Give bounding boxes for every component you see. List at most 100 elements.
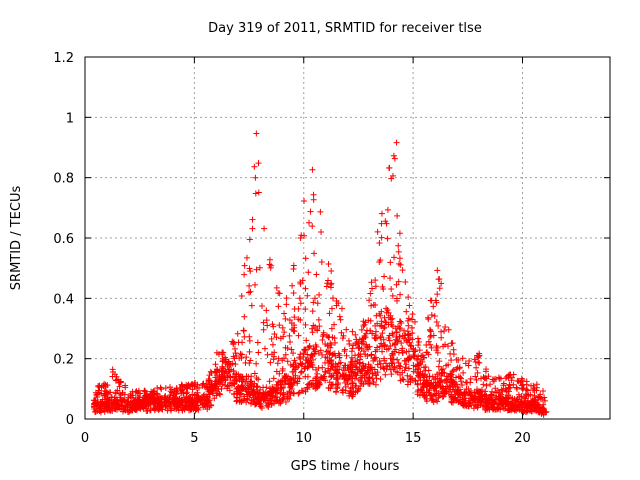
data-point [395, 242, 402, 249]
data-point [366, 343, 373, 350]
data-point [297, 369, 304, 376]
data-point [294, 380, 301, 387]
data-point [167, 388, 174, 395]
data-point [309, 223, 316, 230]
data-point [231, 370, 238, 377]
data-point [248, 386, 255, 393]
data-point [290, 350, 297, 357]
data-point [436, 358, 443, 365]
data-point [249, 225, 256, 232]
data-point [442, 323, 449, 330]
data-point [256, 389, 263, 396]
data-point [141, 387, 148, 394]
data-point [419, 381, 426, 388]
data-point [306, 380, 313, 387]
data-point [304, 351, 311, 358]
data-point [539, 405, 546, 412]
data-point [316, 323, 323, 330]
data-point [260, 319, 267, 326]
data-point [449, 368, 456, 375]
data-point [379, 348, 386, 355]
data-point [362, 351, 369, 358]
data-point [543, 408, 550, 415]
data-point [325, 277, 332, 284]
data-point [450, 351, 457, 358]
y-tick-label: 0.6 [53, 232, 74, 247]
data-point [436, 285, 443, 292]
data-point [342, 383, 349, 390]
data-point [167, 404, 174, 411]
data-point [184, 385, 191, 392]
data-point [154, 384, 161, 391]
data-point [218, 385, 225, 392]
data-point [314, 300, 321, 307]
data-point [367, 317, 374, 324]
data-point [414, 335, 421, 342]
data-point [445, 343, 452, 350]
data-point [405, 357, 412, 364]
data-point [322, 369, 329, 376]
data-point [322, 377, 329, 384]
data-point [281, 310, 288, 317]
data-point [306, 219, 313, 226]
data-point [219, 365, 226, 372]
data-point [163, 403, 170, 410]
data-point [473, 376, 480, 383]
data-point [187, 402, 194, 409]
data-point [459, 355, 466, 362]
data-point [376, 357, 383, 364]
data-point [290, 363, 297, 370]
data-point [280, 391, 287, 398]
data-point [291, 357, 298, 364]
data-point [191, 379, 198, 386]
data-point [112, 404, 119, 411]
x-tick-label: 20 [514, 431, 531, 446]
data-point [339, 387, 346, 394]
data-point [395, 323, 402, 330]
data-point [241, 313, 248, 320]
data-point [203, 380, 210, 387]
data-point [374, 361, 381, 368]
data-point [401, 357, 408, 364]
data-point [307, 208, 314, 215]
data-point [237, 350, 244, 357]
data-point [385, 321, 392, 328]
data-point [246, 348, 253, 355]
y-axis-label: SRMTID / TECUs [9, 186, 24, 291]
data-point [313, 271, 320, 278]
data-point [353, 372, 360, 379]
x-axis-label: GPS time / hours [291, 459, 400, 474]
data-point [117, 379, 124, 386]
data-point [273, 334, 280, 341]
data-point [231, 345, 238, 352]
data-point [254, 383, 261, 390]
data-point [340, 386, 347, 393]
data-point [286, 388, 293, 395]
data-point [417, 377, 424, 384]
data-point [383, 366, 390, 373]
x-tick-label: 5 [190, 431, 198, 446]
data-point [333, 389, 340, 396]
data-point [301, 198, 308, 205]
data-point [290, 390, 297, 397]
data-point [125, 398, 132, 405]
data-point [264, 351, 271, 358]
data-point [379, 283, 386, 290]
data-point [405, 322, 412, 329]
data-point [396, 255, 403, 262]
data-point [297, 300, 304, 307]
data-point [231, 381, 238, 388]
data-point [282, 351, 289, 358]
data-point [466, 389, 473, 396]
data-point [248, 302, 255, 309]
data-point [269, 321, 276, 328]
data-point [95, 387, 102, 394]
data-point [333, 376, 340, 383]
data-point [100, 400, 107, 407]
data-point [383, 346, 390, 353]
data-point [508, 407, 515, 414]
data-point [450, 366, 457, 373]
data-point [462, 395, 469, 402]
data-point [399, 376, 406, 383]
data-point [427, 333, 434, 340]
